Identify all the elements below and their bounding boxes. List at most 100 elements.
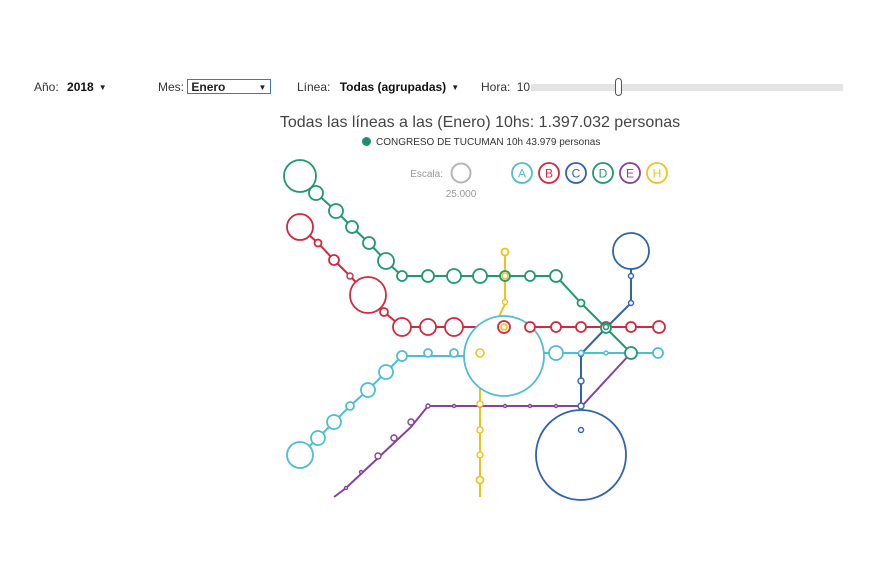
- station-d[interactable]: [524, 270, 536, 282]
- station-h[interactable]: [476, 426, 484, 434]
- chevron-down-icon[interactable]: ▼: [258, 83, 267, 92]
- month-control[interactable]: Mes: Enero ▼: [158, 78, 272, 96]
- year-control[interactable]: Año: 2018 ▼: [34, 78, 107, 96]
- station-b[interactable]: [392, 317, 412, 337]
- legend-circle[interactable]: [565, 162, 587, 184]
- station-b[interactable]: [652, 320, 666, 334]
- station-h[interactable]: [476, 451, 484, 459]
- station-b[interactable]: [349, 276, 387, 314]
- legend-letter: A: [518, 167, 526, 181]
- hour-slider-track[interactable]: [531, 84, 843, 91]
- line-legend-b[interactable]: B: [538, 162, 560, 184]
- station-e[interactable]: [527, 403, 533, 409]
- station-d[interactable]: [576, 298, 586, 308]
- hour-control: Hora: 10: [481, 78, 530, 96]
- month-select[interactable]: Enero ▼: [187, 79, 272, 94]
- station-h[interactable]: [475, 475, 485, 485]
- station-a[interactable]: [310, 430, 326, 446]
- line-legend-c[interactable]: C: [565, 162, 587, 184]
- station-e[interactable]: [407, 418, 415, 426]
- line-control[interactable]: Línea: Todas (agrupadas) ▼: [297, 78, 459, 96]
- station-a[interactable]: [326, 414, 342, 430]
- station-a[interactable]: [378, 364, 394, 380]
- station-c[interactable]: [627, 299, 635, 307]
- transfer-station[interactable]: [602, 323, 610, 331]
- line-c-track: [580, 251, 632, 452]
- station-e[interactable]: [374, 452, 382, 460]
- station-d[interactable]: [283, 159, 317, 193]
- hour-slider-thumb[interactable]: [615, 78, 622, 96]
- transfer-station[interactable]: [501, 272, 509, 280]
- legend-circle[interactable]: [646, 162, 668, 184]
- station-a[interactable]: [548, 345, 564, 361]
- station-e[interactable]: [390, 434, 398, 442]
- station-b[interactable]: [444, 317, 464, 337]
- station-e[interactable]: [343, 485, 349, 491]
- station-a[interactable]: [577, 349, 585, 357]
- station-a[interactable]: [396, 350, 408, 362]
- station-d[interactable]: [328, 203, 344, 219]
- station-e[interactable]: [502, 403, 508, 409]
- station-d[interactable]: [377, 252, 395, 270]
- station-d[interactable]: [421, 269, 435, 283]
- month-select-value: Enero: [191, 80, 226, 94]
- station-e[interactable]: [451, 403, 457, 409]
- station-a[interactable]: [360, 382, 376, 398]
- station-a[interactable]: [345, 401, 355, 411]
- station-b[interactable]: [313, 238, 323, 248]
- station-c[interactable]: [577, 402, 585, 410]
- station-c[interactable]: [627, 272, 635, 280]
- line-select[interactable]: Todas (agrupadas): [339, 80, 447, 94]
- station-a[interactable]: [652, 347, 664, 359]
- station-b[interactable]: [524, 321, 536, 333]
- hover-info: CONGRESO DE TUCUMAN 10h 43.979 personas: [362, 137, 600, 148]
- legend-circle[interactable]: [538, 162, 560, 184]
- station-d[interactable]: [446, 268, 462, 284]
- station-b[interactable]: [286, 213, 314, 241]
- station-e[interactable]: [358, 469, 364, 475]
- station-b[interactable]: [379, 307, 389, 317]
- station-c[interactable]: [577, 426, 585, 434]
- station-d[interactable]: [472, 268, 488, 284]
- station-b[interactable]: [550, 321, 562, 333]
- station-e[interactable]: [425, 403, 431, 409]
- station-a[interactable]: [286, 441, 314, 469]
- station-c[interactable]: [577, 377, 585, 385]
- legend-circle[interactable]: [592, 162, 614, 184]
- station-d[interactable]: [362, 236, 376, 250]
- line-legend-a[interactable]: A: [511, 162, 533, 184]
- station-b[interactable]: [419, 318, 437, 336]
- line-legend-e[interactable]: E: [619, 162, 641, 184]
- station-c[interactable]: [535, 409, 627, 501]
- station-a[interactable]: [449, 348, 459, 358]
- line-legend-h[interactable]: H: [646, 162, 668, 184]
- station-h[interactable]: [476, 400, 484, 408]
- station-h[interactable]: [500, 247, 510, 257]
- legend-circle[interactable]: [511, 162, 533, 184]
- station-d[interactable]: [624, 346, 638, 360]
- line-legend-d[interactable]: D: [592, 162, 614, 184]
- station-b[interactable]: [575, 321, 587, 333]
- hover-color-dot: [362, 137, 371, 146]
- station-a[interactable]: [423, 348, 433, 358]
- station-c[interactable]: [612, 232, 650, 270]
- station-e[interactable]: [553, 403, 559, 409]
- chevron-down-icon[interactable]: ▼: [451, 83, 460, 92]
- station-b[interactable]: [328, 254, 340, 266]
- station-a[interactable]: [463, 315, 545, 397]
- legend-circle[interactable]: [619, 162, 641, 184]
- legend-letter: B: [545, 167, 553, 181]
- station-d[interactable]: [308, 185, 324, 201]
- transfer-station[interactable]: [500, 323, 508, 331]
- year-select[interactable]: 2018: [67, 80, 94, 94]
- station-d[interactable]: [396, 270, 408, 282]
- station-d[interactable]: [345, 220, 359, 234]
- station-b[interactable]: [346, 272, 354, 280]
- station-a[interactable]: [603, 350, 609, 356]
- chevron-down-icon[interactable]: ▼: [98, 83, 107, 92]
- station-d[interactable]: [549, 269, 563, 283]
- station-b[interactable]: [625, 321, 637, 333]
- transfer-station[interactable]: [475, 348, 485, 358]
- station-h[interactable]: [501, 298, 509, 306]
